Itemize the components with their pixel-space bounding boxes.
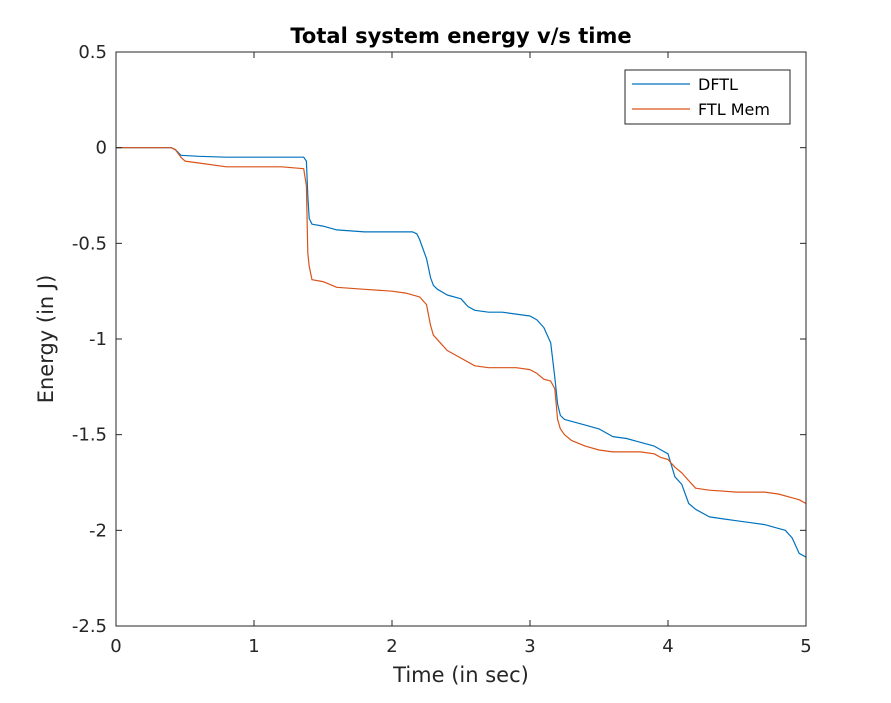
y-tick-label: -1.5 [72,425,107,446]
series-line-dftl [116,147,807,558]
y-tick-label: -1 [89,329,107,350]
y-tick-label: -0.5 [72,233,107,254]
y-axis: 0.5 0 -0.5 -1 -1.5 -2 -2.5 [72,42,806,637]
series-line-ftl-mem [116,147,807,505]
x-axis: 0 1 2 3 4 5 [110,52,812,657]
plot-area [116,52,806,626]
legend-label-ftl-mem: FTL Mem [698,100,770,119]
x-tick-label: 5 [800,636,811,657]
chart-title: Total system energy v/s time [290,24,631,48]
legend: DFTL FTL Mem [624,69,791,125]
y-tick-label: 0.5 [78,42,107,63]
y-axis-label: Energy (in J) [34,275,58,404]
y-tick-label: -2 [89,520,107,541]
x-tick-label: 2 [386,636,397,657]
x-tick-label: 3 [524,636,535,657]
series-group [116,147,807,558]
x-tick-label: 0 [110,636,121,657]
legend-label-dftl: DFTL [698,75,738,94]
y-tick-label: -2.5 [72,616,107,637]
y-tick-label: 0 [96,138,107,159]
x-tick-label: 4 [662,636,673,657]
x-tick-label: 1 [248,636,259,657]
x-axis-label: Time (in sec) [392,663,529,687]
legend-box [624,69,791,125]
